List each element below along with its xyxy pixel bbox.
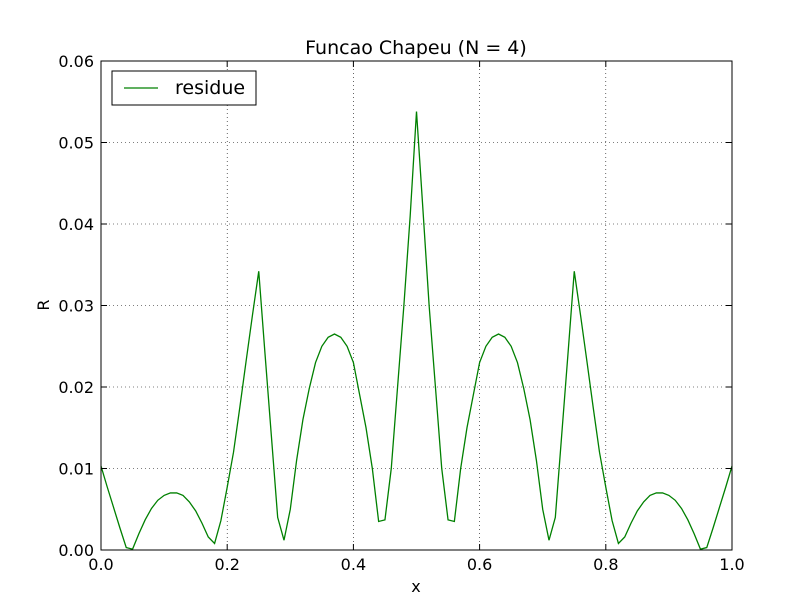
y-tick-label: 0.04: [58, 215, 94, 234]
grid: [101, 61, 732, 550]
y-tick-label: 0.05: [58, 134, 94, 153]
legend: residue: [111, 70, 257, 106]
x-axis-label: x: [411, 577, 420, 596]
ticks: 0.0 0.2 0.4 0.6 0.8 1.0 0.00 0.01 0.02 0.03 0.04 0.…: [58, 52, 744, 574]
series-line-residue: [100, 111, 733, 550]
y-axis-label: R: [34, 299, 53, 310]
x-tick-label: 1.0: [719, 555, 744, 574]
chart-title: Funcao Chapeu (N = 4): [305, 37, 527, 59]
x-tick-label: 0.4: [341, 555, 366, 574]
x-tick-label: 0.8: [593, 555, 618, 574]
y-tick-label: 0.06: [58, 52, 94, 71]
x-tick-label: 0.0: [88, 555, 113, 574]
y-tick-label: 0.02: [58, 378, 94, 397]
x-tick-label: 0.6: [467, 555, 492, 574]
y-tick-label: 0.00: [58, 541, 94, 560]
y-tick-label: 0.03: [58, 297, 94, 316]
y-tick-label: 0.01: [58, 460, 94, 479]
series-layer: [100, 111, 733, 550]
x-tick-label: 0.2: [214, 555, 239, 574]
legend-label-residue: residue: [175, 77, 245, 99]
